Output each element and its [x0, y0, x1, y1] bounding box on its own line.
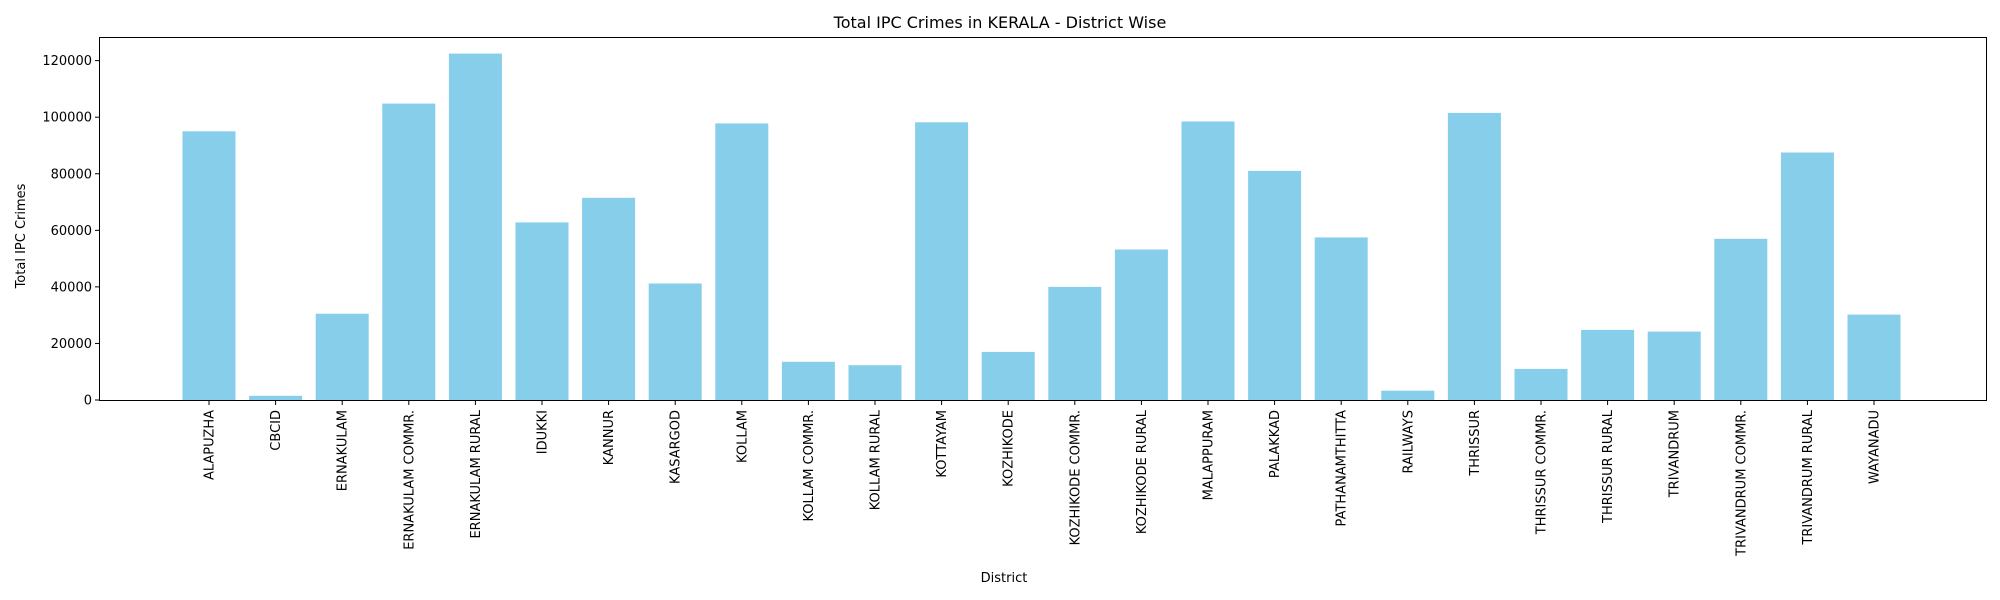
bar-kollam [715, 123, 769, 401]
x-tick-label: RAILWAYS [1401, 410, 1416, 474]
bar-kozhikode-rural [1114, 249, 1168, 400]
plot-area-frame [99, 37, 1987, 401]
x-tick-label: KOLLAM RURAL [869, 409, 884, 510]
bar-wayanadu [1847, 314, 1901, 400]
x-tick-label: KOZHIKODE RURAL [1135, 409, 1150, 534]
bar-thrissur-commr [1514, 368, 1568, 400]
bar-kozhikode [981, 351, 1035, 400]
x-tick-label: TRIVANDRUM [1668, 410, 1683, 498]
bar-pathanamthitta [1314, 237, 1368, 400]
bar-idukki [515, 222, 569, 400]
bar-kollam-rural [848, 365, 902, 400]
bar-trivandrum-commr [1714, 238, 1768, 400]
bar-thrissur-rural [1581, 329, 1635, 400]
x-tick-label: MALAPPURAM [1202, 410, 1217, 500]
x-tick-label: ERNAKULAM RURAL [469, 409, 484, 538]
y-tick-label: 40000 [51, 280, 92, 295]
x-tick-label: ERNAKULAM [336, 410, 351, 491]
bar-kannur [582, 197, 636, 400]
bar-trivandrum [1647, 331, 1701, 400]
y-tick-label: 80000 [51, 167, 92, 182]
x-tick-label: KASARGOD [669, 410, 684, 484]
x-tick-label: KOTTAYAM [935, 410, 950, 478]
y-axis-label: Total IPC Crimes [14, 183, 29, 289]
bar-ernakulam-commr [382, 103, 436, 400]
y-tick-label: 120000 [42, 54, 92, 69]
x-tick-label: CBCID [269, 410, 284, 451]
bar-alapuzha [182, 131, 236, 401]
bar-ernakulam [315, 313, 369, 400]
bar-palakkad [1248, 170, 1302, 400]
x-tick-label: KOZHIKODE COMMR. [1068, 410, 1083, 545]
bar-kasargod [648, 283, 702, 400]
x-axis-label: District [981, 571, 1028, 586]
x-tick-label: IDUKKI [536, 410, 551, 454]
bar-trivandrum-rural [1780, 152, 1834, 400]
bars-group [182, 53, 1901, 401]
y-tick-label: 100000 [42, 111, 92, 126]
x-tick-label: TRIVANDRUM COMMR. [1734, 410, 1749, 557]
chart-title: Total IPC Crimes in KERALA - District Wi… [833, 13, 1167, 32]
bar-kozhikode-commr [1048, 286, 1102, 400]
bar-thrissur [1447, 112, 1501, 401]
bar-kottayam [915, 122, 969, 401]
x-tick-label: PATHANAMTHITTA [1335, 410, 1350, 527]
x-tick-label: THRISSUR COMMR. [1535, 410, 1550, 535]
bar-cbcid [249, 395, 303, 400]
y-tick-label: 60000 [51, 224, 92, 239]
x-tick-label: ALAPUZHA [203, 410, 218, 480]
bar-kollam-commr [781, 361, 835, 400]
x-tick-label: THRISSUR RURAL [1601, 409, 1616, 524]
bar-ernakulam-rural [448, 53, 502, 400]
bar-railways [1381, 390, 1435, 400]
x-tick-label: TRIVANDRUM RURAL [1801, 409, 1816, 545]
y-tick-label: 0 [84, 394, 92, 409]
x-tick-label: PALAKKAD [1268, 410, 1283, 478]
x-tick-label: KOLLAM COMMR. [802, 410, 817, 522]
x-tick-label: KOLLAM [735, 410, 750, 463]
x-axis-ticks: ALAPUZHA CBCID ERNAKULAM ERNAKULAM COMMR. ER… [203, 400, 1883, 557]
x-tick-label: WAYANADU [1868, 410, 1883, 484]
x-tick-label: THRISSUR [1468, 410, 1483, 477]
x-tick-label: KOZHIKODE [1002, 410, 1017, 487]
y-axis-ticks: 0 20000 40000 60000 80000 100000 120000 [42, 54, 100, 409]
y-tick-label: 20000 [51, 337, 92, 352]
bar-malappuram [1181, 121, 1235, 401]
x-tick-label: KANNUR [602, 410, 617, 465]
x-tick-label: ERNAKULAM COMMR. [402, 410, 417, 550]
